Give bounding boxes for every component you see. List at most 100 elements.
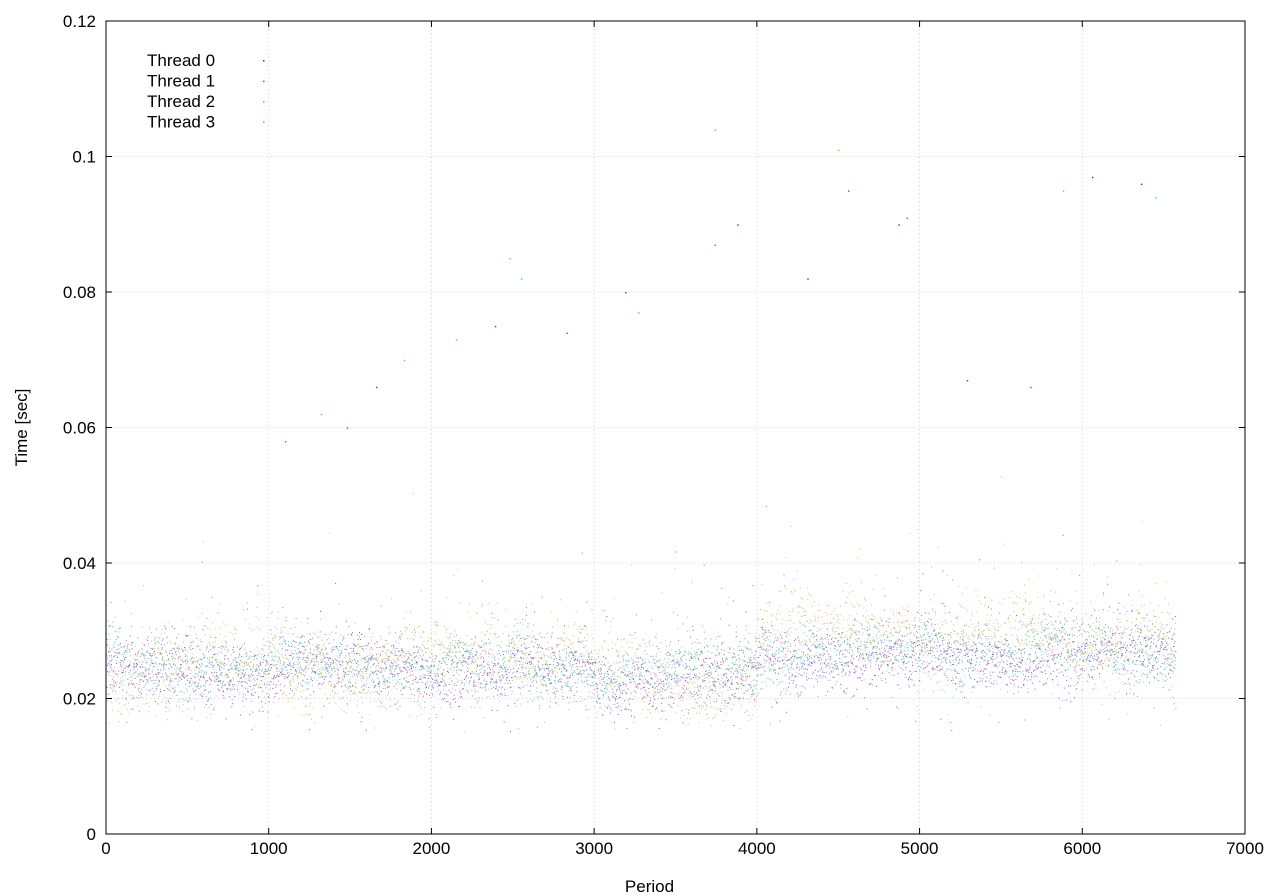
data-point [436, 713, 438, 715]
data-point [682, 677, 684, 679]
data-point [737, 687, 739, 689]
data-point [975, 664, 977, 666]
data-point [238, 663, 240, 665]
data-point [1166, 642, 1167, 644]
data-point [767, 649, 769, 651]
data-point [145, 662, 147, 664]
data-point [1004, 622, 1006, 624]
data-point [601, 714, 603, 716]
data-point [930, 653, 932, 654]
data-point [1166, 624, 1168, 626]
data-point [943, 657, 945, 659]
data-point [296, 653, 298, 655]
data-point [670, 641, 671, 643]
data-point [541, 636, 542, 638]
data-point [1172, 638, 1173, 640]
data-point [423, 677, 425, 679]
data-point [442, 699, 444, 700]
data-point [363, 659, 365, 661]
data-point [1019, 670, 1021, 672]
data-point [1017, 671, 1019, 673]
data-point [634, 668, 636, 670]
outlier-point [346, 427, 349, 429]
data-point [266, 662, 268, 664]
data-point [159, 637, 161, 639]
data-point [939, 635, 941, 637]
data-point [211, 679, 213, 681]
data-point [686, 677, 688, 679]
data-point [988, 680, 990, 682]
data-point [874, 646, 876, 648]
data-point [1068, 655, 1070, 657]
data-point [1024, 648, 1026, 650]
data-point [1122, 647, 1124, 649]
data-point [942, 667, 944, 669]
data-point [410, 665, 412, 667]
data-point [188, 696, 190, 698]
data-point [156, 685, 158, 687]
data-point [562, 674, 564, 676]
data-point [512, 672, 514, 674]
data-point [516, 634, 518, 636]
data-point [147, 636, 149, 638]
data-point [202, 675, 204, 677]
data-point [841, 671, 843, 673]
data-point [623, 672, 625, 674]
data-point [435, 657, 437, 659]
data-point [774, 672, 776, 674]
data-point [242, 609, 244, 611]
data-point [1104, 631, 1106, 633]
data-point [357, 634, 359, 636]
outlier-point [1092, 176, 1094, 179]
data-point [358, 671, 360, 673]
data-point [997, 647, 999, 649]
data-point [657, 689, 659, 691]
data-point [303, 670, 305, 672]
data-point [439, 681, 441, 683]
data-point [807, 657, 808, 659]
data-point [467, 650, 469, 652]
data-point [601, 684, 603, 686]
data-point [274, 635, 276, 637]
data-point [254, 656, 255, 658]
data-point [950, 662, 952, 664]
data-point [389, 664, 391, 666]
data-point [649, 700, 651, 702]
data-point [531, 660, 533, 662]
data-point [439, 693, 441, 695]
data-point [446, 652, 448, 654]
data-point [483, 679, 485, 681]
data-point [323, 676, 325, 678]
data-point [244, 653, 246, 655]
data-point [193, 691, 195, 693]
data-point [851, 655, 853, 657]
data-point [782, 649, 784, 651]
data-point [1148, 638, 1150, 640]
data-point [1028, 636, 1030, 638]
data-point [526, 648, 528, 650]
data-point [718, 635, 720, 637]
data-point [674, 680, 676, 682]
data-point [216, 675, 218, 677]
data-point [967, 653, 969, 655]
data-point [454, 647, 456, 649]
data-point [403, 687, 405, 689]
data-point [452, 662, 454, 664]
data-point [319, 682, 321, 684]
data-point [142, 680, 144, 682]
data-point [863, 697, 865, 699]
data-point [1033, 635, 1035, 637]
data-point [910, 670, 911, 672]
data-point [573, 657, 575, 659]
data-point [1013, 675, 1015, 677]
data-point [306, 682, 308, 683]
data-point [158, 683, 160, 685]
data-point [910, 673, 912, 675]
data-point [985, 625, 987, 627]
data-point [885, 678, 886, 680]
data-point [471, 638, 473, 640]
data-point [921, 646, 923, 648]
data-point [391, 653, 393, 655]
data-point [754, 665, 756, 667]
data-point [1103, 626, 1105, 628]
